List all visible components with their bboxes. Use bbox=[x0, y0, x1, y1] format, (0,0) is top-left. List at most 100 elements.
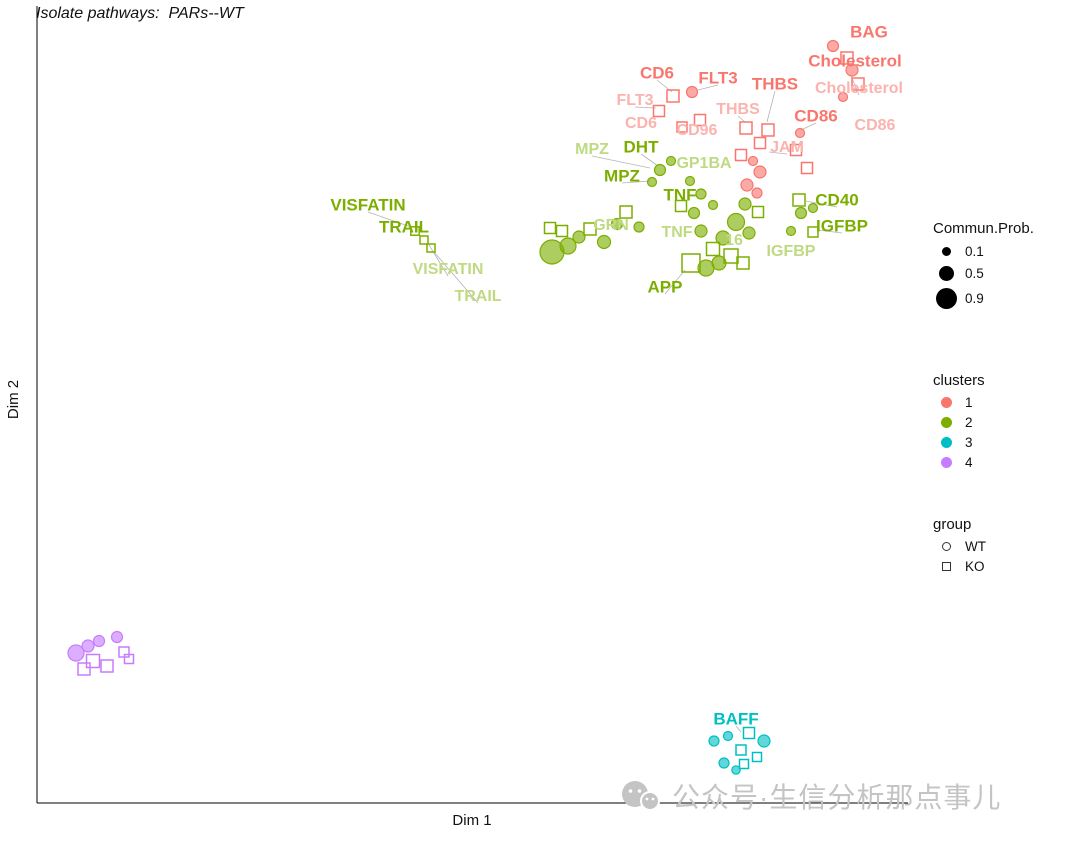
group-legend: group WT KO bbox=[933, 516, 986, 579]
label-leader-line bbox=[768, 151, 788, 155]
data-point-wt-circle bbox=[708, 735, 720, 747]
clusters-legend-title: clusters bbox=[933, 372, 985, 389]
pathway-label: VISFATIN bbox=[413, 261, 484, 278]
pathway-label: BAG bbox=[850, 22, 888, 41]
pathway-label: THBS bbox=[752, 74, 798, 93]
clusters-legend: clusters 1 2 3 4 bbox=[933, 372, 985, 475]
data-point-wt-circle bbox=[685, 85, 699, 99]
data-point-wt-circle bbox=[572, 230, 586, 244]
data-point-wt-circle bbox=[715, 230, 731, 246]
pathway-label: CD86 bbox=[794, 106, 837, 125]
pathway-label: CD40 bbox=[815, 190, 858, 209]
group-swatch-cell bbox=[933, 542, 959, 551]
pathway-label: TRAIL bbox=[454, 288, 501, 305]
pathway-label: GRN bbox=[593, 217, 629, 234]
pathway-label: CD96 bbox=[677, 122, 718, 139]
size-dot-small-icon bbox=[941, 247, 951, 256]
data-point-ko-square bbox=[410, 226, 420, 236]
pathway-label: JAM bbox=[770, 139, 804, 156]
data-point-ko-square bbox=[851, 77, 865, 91]
data-point-ko-square bbox=[792, 193, 806, 207]
pathway-label: IGFBP bbox=[816, 216, 868, 235]
data-point-wt-circle bbox=[726, 212, 746, 232]
data-point-ko-square bbox=[840, 51, 854, 65]
cluster-legend-value: 3 bbox=[965, 435, 973, 450]
label-leader-line bbox=[805, 200, 838, 208]
pathway-label: Cholesterol bbox=[808, 51, 902, 70]
data-point-wt-circle bbox=[747, 155, 759, 167]
watermark-text: 公众号·生信分析那点事儿 bbox=[672, 782, 1002, 813]
cluster-swatch-cell bbox=[933, 457, 959, 468]
data-point-ko-square bbox=[100, 659, 114, 673]
data-point-ko-square bbox=[761, 123, 775, 137]
data-point-ko-square bbox=[693, 113, 707, 127]
data-point-wt-circle bbox=[653, 163, 667, 177]
pathway-label: CD6 bbox=[640, 63, 674, 82]
size-swatch-cell bbox=[933, 288, 959, 309]
data-point-ko-square bbox=[738, 758, 750, 770]
data-point-ko-square bbox=[736, 256, 750, 270]
cluster-legend-item: 1 bbox=[933, 395, 985, 410]
wechat-official-account-icon bbox=[622, 781, 660, 811]
data-point-ko-square bbox=[619, 205, 633, 219]
label-leader-line bbox=[621, 180, 651, 184]
data-point-wt-circle bbox=[722, 730, 734, 742]
cluster-1-swatch-icon bbox=[940, 397, 952, 408]
size-legend-value: 0.9 bbox=[965, 291, 984, 306]
data-point-ko-square bbox=[800, 161, 814, 175]
label-leader-line bbox=[634, 106, 657, 109]
data-point-wt-circle bbox=[753, 165, 767, 179]
data-point-ko-square bbox=[681, 253, 701, 273]
pathway-label: DHT bbox=[624, 137, 660, 156]
open-circle-icon bbox=[941, 542, 951, 551]
pathway-label: MPZ bbox=[604, 166, 640, 185]
watermark: 公众号·生信分析那点事儿 bbox=[620, 776, 1001, 816]
data-point-wt-circle bbox=[751, 187, 763, 199]
data-point-wt-circle bbox=[718, 757, 730, 769]
cluster-legend-value: 1 bbox=[965, 395, 973, 410]
pathway-label: TNF bbox=[661, 224, 692, 241]
data-point-wt-circle bbox=[794, 127, 806, 139]
size-dot-medium-icon bbox=[938, 266, 954, 281]
cluster-2-swatch-icon bbox=[940, 417, 952, 428]
data-point-ko-square bbox=[674, 199, 688, 213]
pathway-label: FLT3 bbox=[698, 68, 737, 87]
data-point-ko-square bbox=[807, 226, 819, 238]
pathway-label: TRAIL bbox=[379, 217, 429, 236]
data-point-ko-square bbox=[723, 248, 739, 264]
data-point-wt-circle bbox=[785, 225, 797, 237]
data-point-ko-square bbox=[705, 241, 721, 257]
data-point-ko-square bbox=[751, 205, 765, 219]
data-point-ko-square bbox=[419, 235, 429, 245]
y-axis-label: Dim 2 bbox=[5, 379, 23, 420]
data-point-ko-square bbox=[85, 653, 101, 669]
data-point-wt-circle bbox=[687, 206, 701, 220]
data-point-ko-square bbox=[123, 653, 135, 665]
pathway-label: GP1BA bbox=[676, 155, 732, 172]
size-legend: Commun.Prob. 0.1 0.5 0.9 bbox=[933, 220, 1034, 316]
group-legend-value: WT bbox=[965, 539, 986, 554]
data-point-wt-circle bbox=[697, 259, 715, 277]
data-point-wt-circle bbox=[837, 91, 849, 103]
data-point-wt-circle bbox=[610, 217, 624, 231]
group-legend-title: group bbox=[933, 516, 972, 533]
pathway-label: TNF bbox=[663, 185, 696, 204]
size-legend-item: 0.9 bbox=[933, 288, 1034, 309]
open-square-icon bbox=[941, 562, 951, 571]
data-point-wt-circle bbox=[665, 155, 677, 167]
group-legend-value: KO bbox=[965, 559, 985, 574]
cluster-legend-value: 2 bbox=[965, 415, 973, 430]
data-point-wt-circle bbox=[740, 178, 754, 192]
pathway-label: IGFBP bbox=[767, 243, 816, 260]
cluster-swatch-cell bbox=[933, 417, 959, 428]
data-point-wt-circle bbox=[81, 639, 95, 653]
cluster-legend-item: 4 bbox=[933, 455, 985, 470]
cluster-legend-item: 2 bbox=[933, 415, 985, 430]
data-point-wt-circle bbox=[92, 634, 106, 648]
data-point-ko-square bbox=[555, 224, 569, 238]
plot-title: Isolate pathways: PARs--WT bbox=[36, 5, 244, 22]
label-leader-line bbox=[367, 211, 412, 228]
data-point-wt-circle bbox=[845, 63, 859, 77]
